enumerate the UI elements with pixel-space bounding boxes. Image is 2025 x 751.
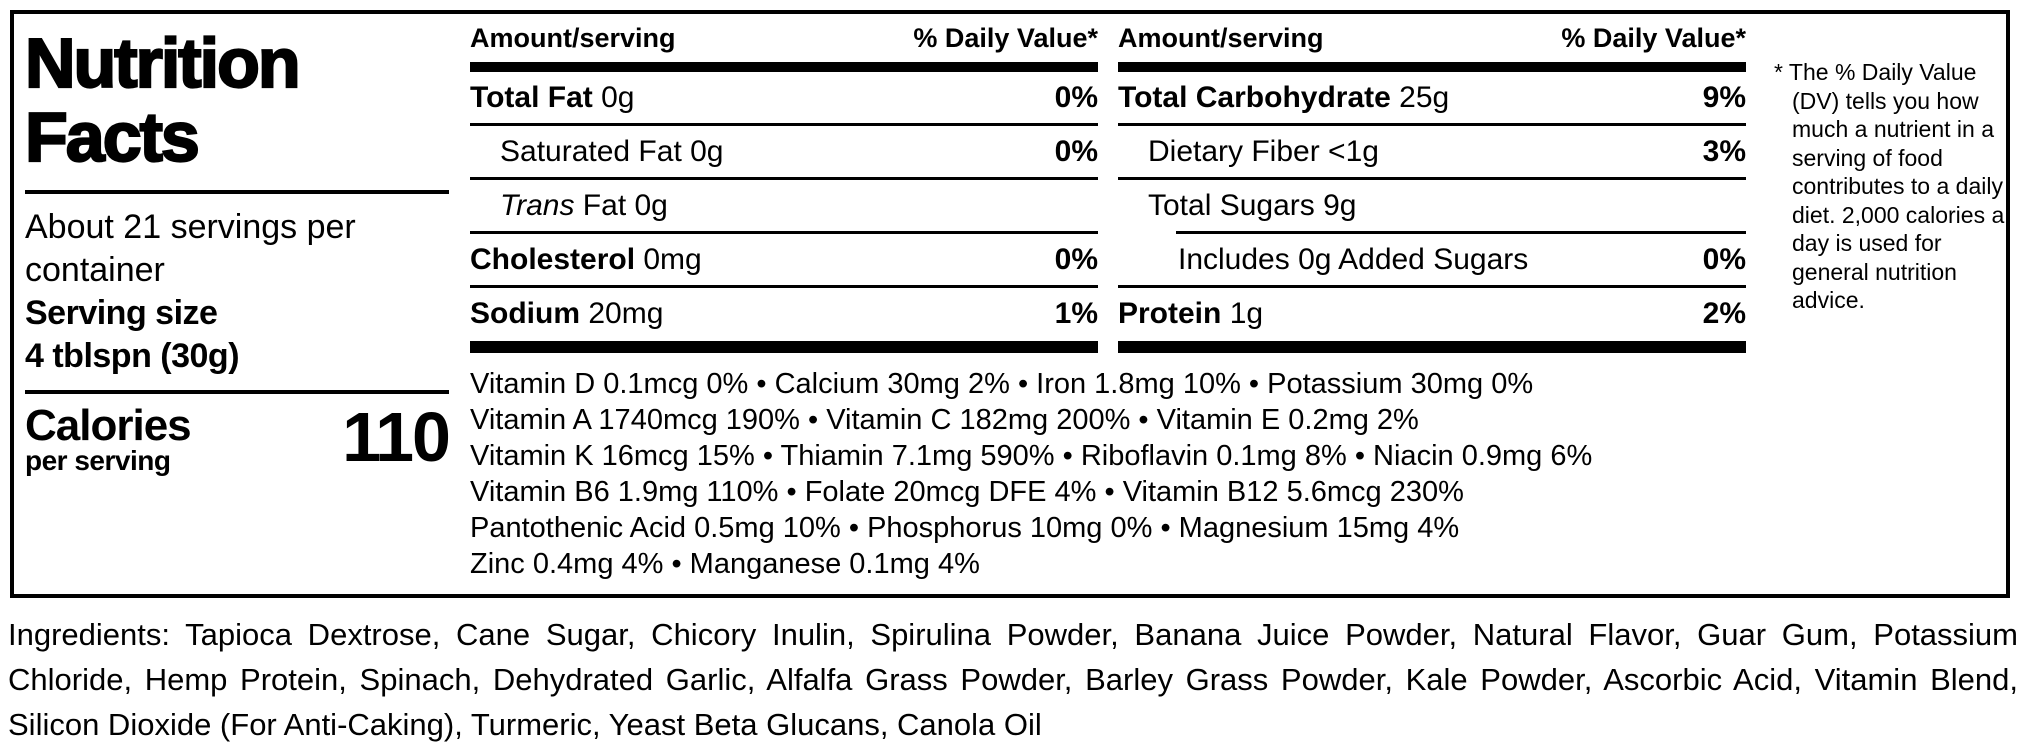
nutrition-facts-box: Nutrition Facts About 21 servings per co…	[10, 10, 2010, 598]
nutrient-row-total-fat: Total Fat 0g 0%	[470, 72, 1098, 123]
daily-value: 0%	[1054, 134, 1098, 168]
daily-value-footnote: * The % Daily Value (DV) tells you how m…	[1774, 59, 2005, 313]
nutrient-row-dietary-fiber: Dietary Fiber <1g 3%	[1118, 126, 1746, 177]
calories-sublabel: per serving	[25, 445, 171, 476]
nutrient-name: Total Fat 0g	[470, 80, 635, 114]
nutrient-name: Includes 0g Added Sugars	[1178, 242, 1529, 276]
nutrient-name: Total Carbohydrate 25g	[1118, 80, 1450, 114]
daily-value: 3%	[1702, 134, 1746, 168]
header-amount-serving: Amount/serving	[1118, 23, 1324, 53]
divider	[470, 177, 1098, 180]
calories-value: 110	[342, 398, 451, 476]
label-title-line2: Facts	[24, 98, 201, 176]
header-daily-value: % Daily Value*	[913, 23, 1098, 53]
nutrient-name: Cholesterol 0mg	[470, 242, 702, 276]
daily-value: 0%	[1702, 242, 1746, 276]
label-left-panel: Nutrition Facts About 21 servings per co…	[24, 18, 451, 476]
divider	[1118, 123, 1746, 126]
calories-row: Calories per serving 110	[25, 398, 451, 476]
vitamins-minerals-block: Vitamin D 0.1mcg 0% • Calcium 30mg 2% • …	[470, 366, 1800, 582]
nutrient-name: Total Sugars 9g	[1148, 188, 1357, 222]
divider	[470, 231, 1098, 234]
divider	[25, 390, 449, 394]
vitamins-line: Vitamin K 16mcg 15% • Thiamin 7.1mg 590%…	[470, 440, 1593, 472]
divider-indented	[1176, 231, 1746, 234]
nutrient-row-saturated-fat: Saturated Fat 0g 0%	[470, 126, 1098, 177]
thick-bar	[470, 341, 1098, 353]
divider	[1118, 285, 1746, 288]
vitamins-line: Zinc 0.4mg 4% • Manganese 0.1mg 4%	[470, 548, 980, 580]
nutrient-row-sodium: Sodium 20mg 1%	[470, 288, 1098, 339]
calories-label-block: Calories per serving	[25, 401, 192, 476]
daily-value: 0%	[1054, 80, 1098, 114]
nutrient-row-added-sugars: Includes 0g Added Sugars 0%	[1118, 234, 1746, 285]
daily-value: 1%	[1054, 296, 1098, 330]
nutrient-row-total-sugars: Total Sugars 9g	[1118, 180, 1746, 231]
column-header: Amount/serving % Daily Value*	[1118, 20, 1746, 62]
vitamins-line: Vitamin B6 1.9mg 110% • Folate 20mcg DFE…	[470, 476, 1464, 508]
column-header: Amount/serving % Daily Value*	[470, 20, 1098, 62]
divider	[470, 123, 1098, 126]
vitamins-line: Pantothenic Acid 0.5mg 10% • Phosphorus …	[470, 512, 1460, 544]
label-title-line1: Nutrition	[24, 24, 302, 102]
nutrient-name: Dietary Fiber <1g	[1148, 134, 1379, 168]
nutrient-name: Saturated Fat 0g	[500, 134, 724, 168]
nutrient-column-left: Amount/serving % Daily Value* Total Fat …	[470, 20, 1098, 353]
nutrient-row-protein: Protein 1g 2%	[1118, 288, 1746, 339]
nutrient-name: Protein 1g	[1118, 296, 1264, 330]
daily-value: 2%	[1702, 296, 1746, 330]
divider	[1118, 177, 1746, 180]
thick-bar	[1118, 341, 1746, 353]
daily-value: 9%	[1702, 80, 1746, 114]
header-daily-value: % Daily Value*	[1561, 23, 1746, 53]
nutrient-name: Trans Fat 0g	[500, 188, 668, 222]
nutrient-column-right: Amount/serving % Daily Value* Total Carb…	[1118, 20, 1746, 353]
serving-size-value: 4 tblspn (30g)	[25, 337, 240, 375]
ingredients-list: Ingredients: Tapioca Dextrose, Cane Suga…	[8, 617, 2018, 742]
nutrient-row-trans-fat: Trans Fat 0g	[470, 180, 1098, 231]
nutrient-row-cholesterol: Cholesterol 0mg 0%	[470, 234, 1098, 285]
divider	[470, 285, 1098, 288]
calories-label: Calories	[25, 401, 192, 450]
servings-per-container: About 21 servings per container	[25, 208, 356, 289]
header-amount-serving: Amount/serving	[470, 23, 676, 53]
label-title: Nutrition Facts	[24, 24, 449, 176]
nutrient-name: Sodium 20mg	[470, 296, 664, 330]
thick-bar	[1118, 62, 1746, 72]
vitamins-line: Vitamin A 1740mcg 190% • Vitamin C 182mg…	[470, 404, 1419, 436]
serving-size-label: Serving size	[25, 294, 218, 332]
daily-value: 0%	[1054, 242, 1098, 276]
thick-bar	[470, 62, 1098, 72]
nutrient-row-total-carbohydrate: Total Carbohydrate 25g 9%	[1118, 72, 1746, 123]
divider	[25, 190, 449, 194]
vitamins-line: Vitamin D 0.1mcg 0% • Calcium 30mg 2% • …	[470, 368, 1534, 400]
